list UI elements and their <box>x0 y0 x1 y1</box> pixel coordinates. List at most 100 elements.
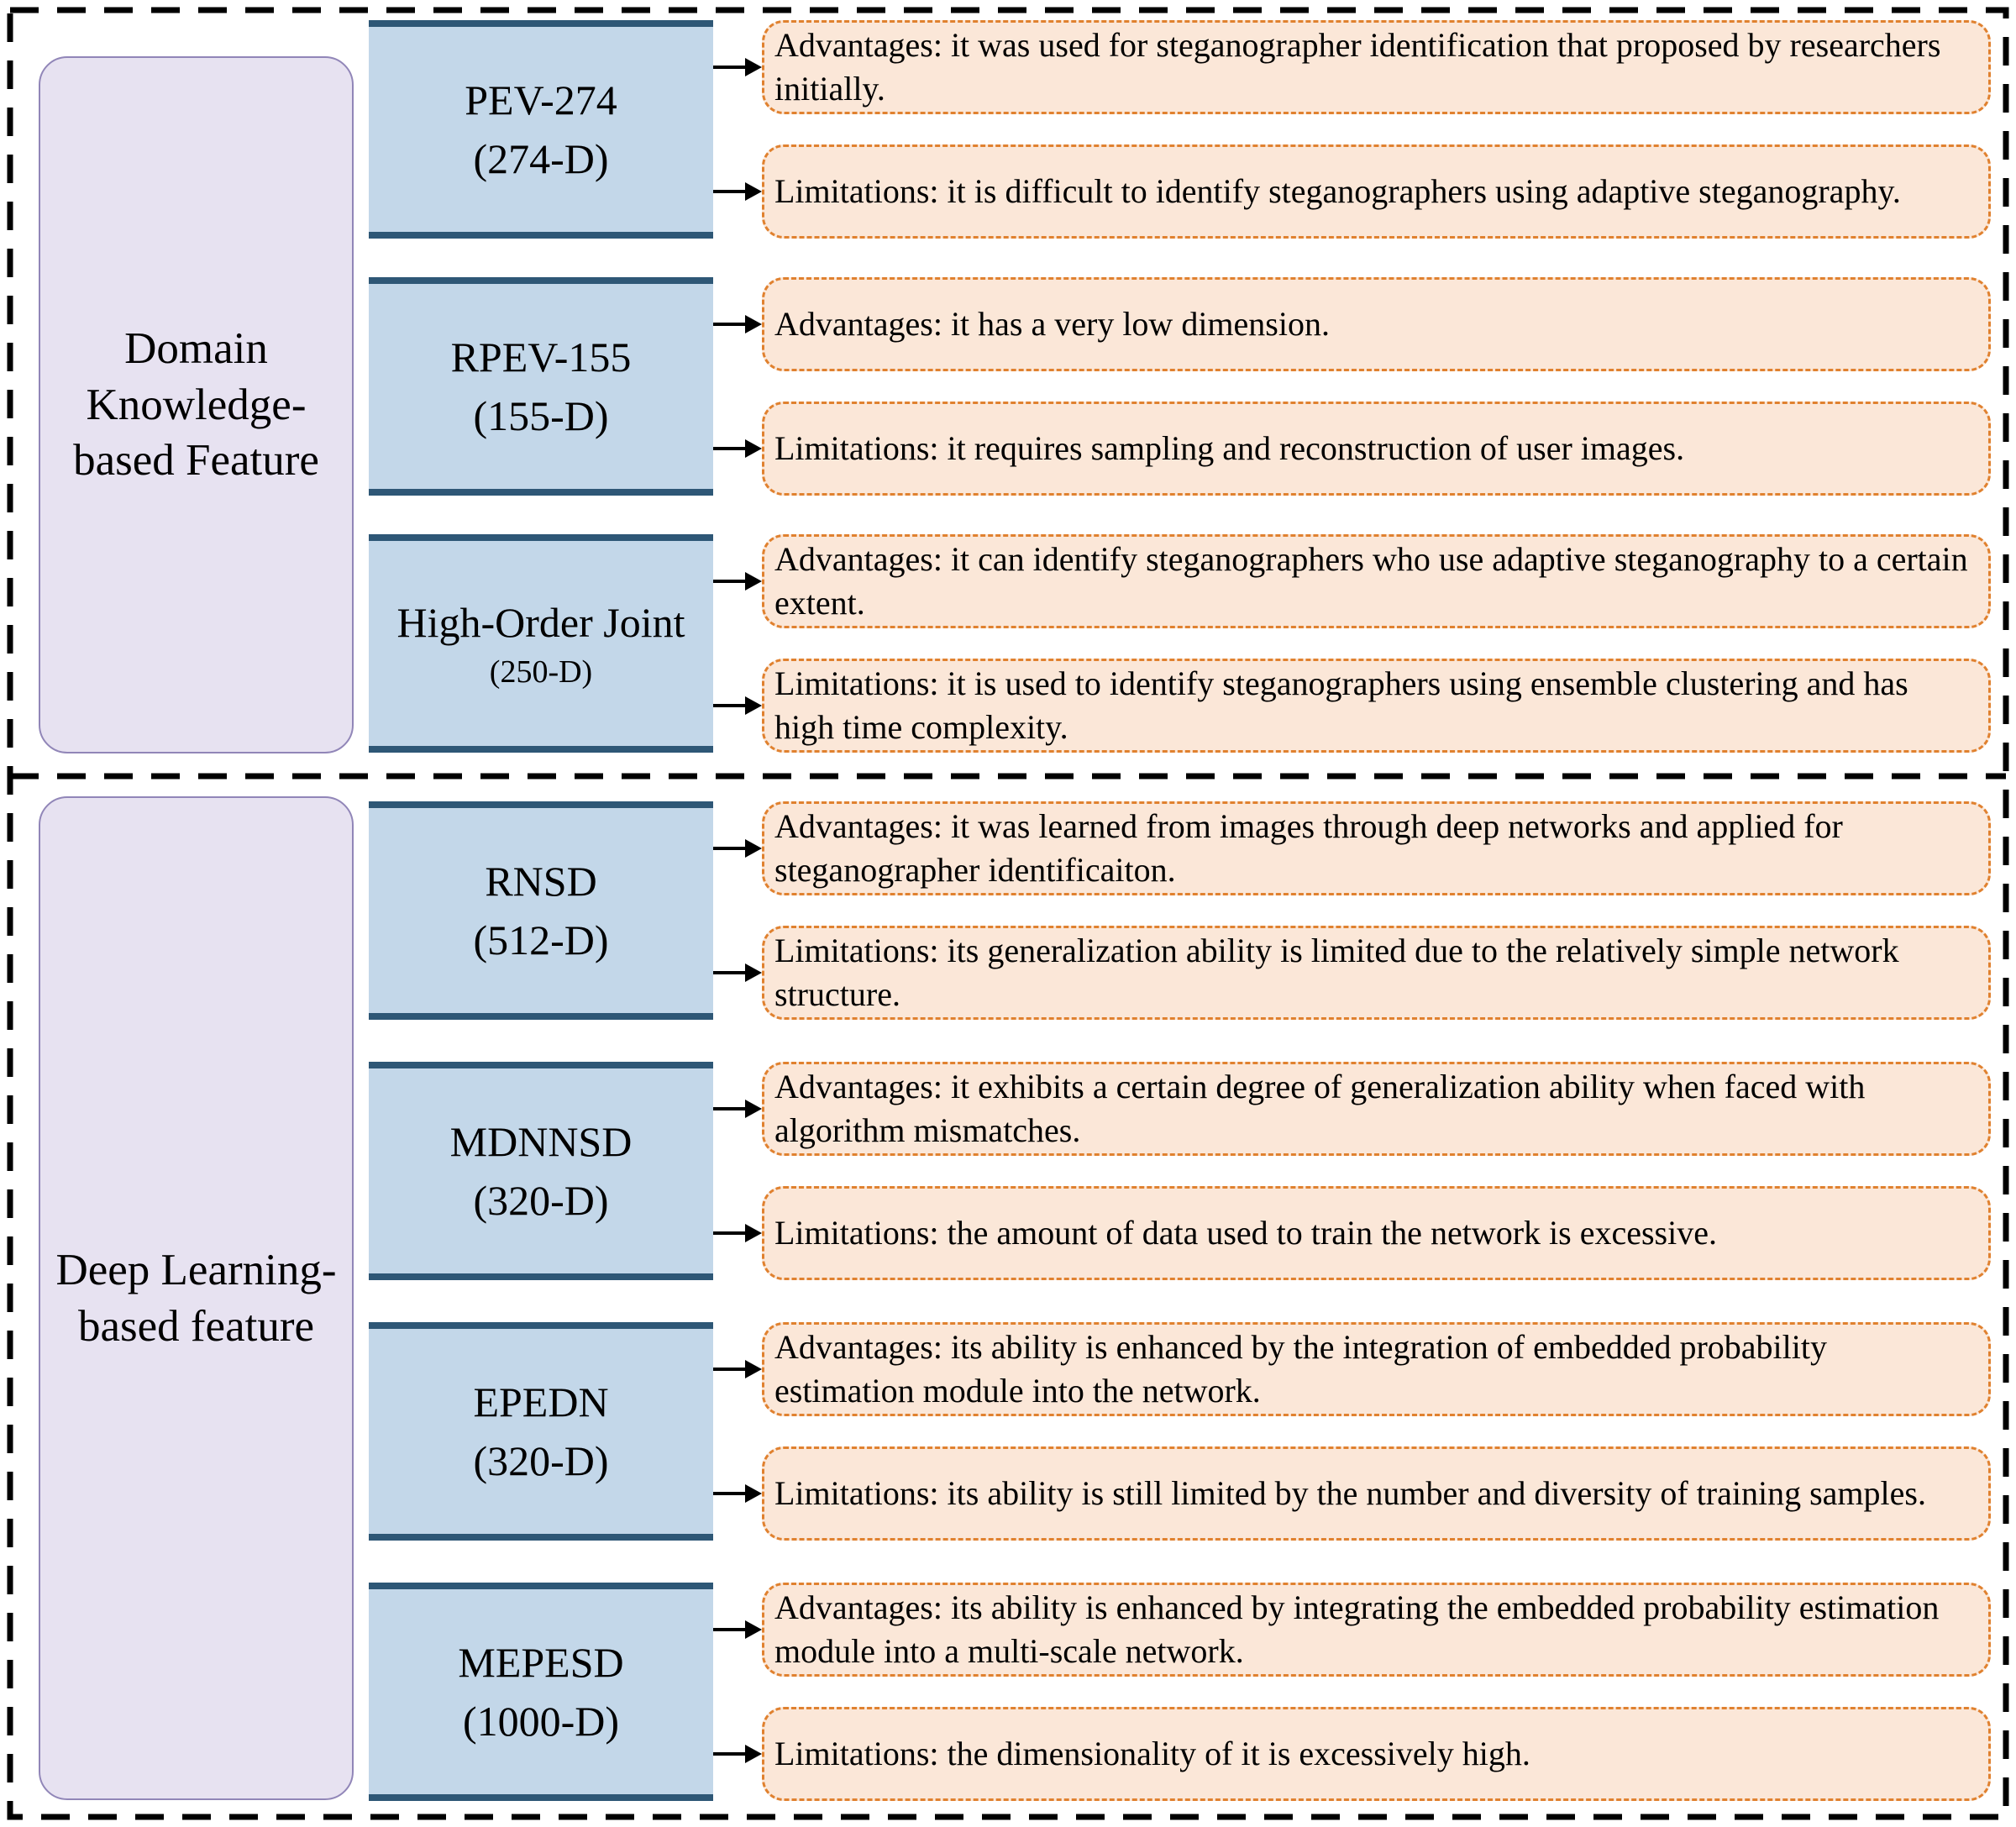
advantages-box: Advantages: it can identify steganograph… <box>762 534 1991 628</box>
arrow-right-icon <box>713 1620 762 1639</box>
section-domain-knowledge: Domain Knowledge- based Feature PEV-274 … <box>12 12 2004 774</box>
feature-box-rnsd: RNSD (512-D) <box>369 801 713 1020</box>
feature-row-epedn: EPEDN (320-D) Advantages: its ability is… <box>369 1322 1991 1541</box>
advantages-box: Advantages: its ability is enhanced by i… <box>762 1583 1991 1677</box>
feature-box-mepesd: MEPESD (1000-D) <box>369 1583 713 1801</box>
advantages-text: Advantages: it can identify steganograph… <box>774 540 1968 622</box>
advantages-unit: Advantages: it was learned from images t… <box>713 801 1991 895</box>
note-pair: Advantages: it exhibits a certain degree… <box>713 1062 1991 1280</box>
outer-dashed-border <box>7 7 2009 1820</box>
advantages-unit: Advantages: it was used for steganograph… <box>713 20 1991 114</box>
note-pair: Advantages: it has a very low dimension.… <box>713 277 1991 496</box>
arrow-right-icon <box>713 963 762 982</box>
feature-dim: (320-D) <box>473 1437 609 1484</box>
advantages-box: Advantages: it exhibits a certain degree… <box>762 1062 1991 1156</box>
note-pair: Advantages: its ability is enhanced by t… <box>713 1322 1991 1541</box>
limitations-box: Limitations: its ability is still limite… <box>762 1446 1991 1541</box>
limitations-unit: Limitations: the amount of data used to … <box>713 1186 1991 1280</box>
limitations-unit: Limitations: it is used to identify steg… <box>713 659 1991 753</box>
arrow-right-icon <box>713 696 762 715</box>
arrow-right-icon <box>713 1224 762 1242</box>
limitations-unit: Limitations: its generalization ability … <box>713 926 1991 1020</box>
advantages-text: Advantages: it was learned from images t… <box>774 807 1843 889</box>
advantages-unit: Advantages: it exhibits a certain degree… <box>713 1062 1991 1156</box>
feature-dim: (1000-D) <box>462 1698 620 1745</box>
advantages-text: Advantages: it was used for steganograph… <box>774 26 1941 108</box>
feature-name: MEPESD <box>458 1639 624 1686</box>
note-pair: Advantages: its ability is enhanced by i… <box>713 1583 1991 1801</box>
limitations-unit: Limitations: it is difficult to identify… <box>713 144 1991 239</box>
feature-box-rpev155: RPEV-155 (155-D) <box>369 277 713 496</box>
limitations-box: Limitations: its generalization ability … <box>762 926 1991 1020</box>
feature-rows: RNSD (512-D) Advantages: it was learned … <box>369 801 1991 1801</box>
advantages-text: Advantages: its ability is enhanced by t… <box>774 1328 1828 1410</box>
limitations-box: Limitations: the dimensionality of it is… <box>762 1707 1991 1801</box>
advantages-box: Advantages: it has a very low dimension. <box>762 277 1991 371</box>
arrow-right-icon <box>713 1745 762 1763</box>
feature-row-rnsd: RNSD (512-D) Advantages: it was learned … <box>369 801 1991 1020</box>
feature-name: High-Order Joint <box>396 599 685 647</box>
limitations-box: Limitations: the amount of data used to … <box>762 1186 1991 1280</box>
limitations-text: Limitations: it is used to identify steg… <box>774 664 1908 746</box>
feature-dim: (320-D) <box>473 1177 609 1224</box>
note-pair: Advantages: it was learned from images t… <box>713 801 1991 1020</box>
advantages-box: Advantages: it was learned from images t… <box>762 801 1991 895</box>
note-pair: Advantages: it can identify steganograph… <box>713 534 1991 753</box>
feature-name: EPEDN <box>473 1378 609 1425</box>
limitations-box: Limitations: it is difficult to identify… <box>762 144 1991 239</box>
limitations-text: Limitations: it is difficult to identify… <box>774 172 1901 210</box>
limitations-text: Limitations: the amount of data used to … <box>774 1214 1717 1252</box>
arrow-right-icon <box>713 182 762 201</box>
advantages-box: Advantages: its ability is enhanced by t… <box>762 1322 1991 1416</box>
advantages-unit: Advantages: it has a very low dimension. <box>713 277 1991 371</box>
note-pair: Advantages: it was used for steganograph… <box>713 20 1991 239</box>
feature-row-mdnnsd: MDNNSD (320-D) Advantages: it exhibits a… <box>369 1062 1991 1280</box>
feature-row-high-order-joint: High-Order Joint (250-D) Advantages: it … <box>369 534 1991 753</box>
feature-box-high-order-joint: High-Order Joint (250-D) <box>369 534 713 753</box>
feature-name: MDNNSD <box>449 1118 633 1165</box>
limitations-text: Limitations: its ability is still limite… <box>774 1474 1926 1512</box>
feature-dim: (512-D) <box>473 916 609 963</box>
advantages-text: Advantages: its ability is enhanced by i… <box>774 1588 1940 1670</box>
advantages-unit: Advantages: it can identify steganograph… <box>713 534 1991 628</box>
advantages-unit: Advantages: its ability is enhanced by i… <box>713 1583 1991 1677</box>
category-label: Domain Knowledge- based Feature <box>73 323 319 486</box>
feature-dim: (274-D) <box>473 135 609 182</box>
feature-dim: (250-D) <box>489 654 593 690</box>
feature-rows: PEV-274 (274-D) Advantages: it was used … <box>369 20 1991 753</box>
feature-name: RPEV-155 <box>450 333 632 381</box>
category-box-deep-learning: Deep Learning- based feature <box>39 796 354 1800</box>
limitations-unit: Limitations: it requires sampling and re… <box>713 402 1991 496</box>
advantages-unit: Advantages: its ability is enhanced by t… <box>713 1322 1991 1416</box>
feature-row-mepesd: MEPESD (1000-D) Advantages: its ability … <box>369 1583 1991 1801</box>
limitations-text: Limitations: its generalization ability … <box>774 932 1899 1013</box>
feature-row-pev274: PEV-274 (274-D) Advantages: it was used … <box>369 20 1991 239</box>
section-deep-learning: Deep Learning- based feature RNSD (512-D… <box>12 779 2004 1815</box>
feature-name: PEV-274 <box>465 76 617 123</box>
category-label: Deep Learning- based feature <box>55 1245 337 1351</box>
arrow-right-icon <box>713 315 762 333</box>
feature-box-mdnnsd: MDNNSD (320-D) <box>369 1062 713 1280</box>
arrow-right-icon <box>713 1100 762 1118</box>
limitations-text: Limitations: it requires sampling and re… <box>774 429 1685 467</box>
limitations-unit: Limitations: the dimensionality of it is… <box>713 1707 1991 1801</box>
limitations-box: Limitations: it requires sampling and re… <box>762 402 1991 496</box>
feature-box-pev274: PEV-274 (274-D) <box>369 20 713 239</box>
advantages-text: Advantages: it exhibits a certain degree… <box>774 1068 1866 1149</box>
limitations-text: Limitations: the dimensionality of it is… <box>774 1735 1530 1772</box>
arrow-right-icon <box>713 1484 762 1503</box>
arrow-right-icon <box>713 839 762 858</box>
advantages-text: Advantages: it has a very low dimension. <box>774 305 1330 343</box>
arrow-right-icon <box>713 58 762 76</box>
advantages-box: Advantages: it was used for steganograph… <box>762 20 1991 114</box>
feature-row-rpev155: RPEV-155 (155-D) Advantages: it has a ve… <box>369 277 1991 496</box>
arrow-right-icon <box>713 572 762 591</box>
limitations-unit: Limitations: its ability is still limite… <box>713 1446 1991 1541</box>
feature-name: RNSD <box>485 858 597 905</box>
feature-box-epedn: EPEDN (320-D) <box>369 1322 713 1541</box>
limitations-box: Limitations: it is used to identify steg… <box>762 659 1991 753</box>
arrow-right-icon <box>713 439 762 458</box>
arrow-right-icon <box>713 1360 762 1378</box>
